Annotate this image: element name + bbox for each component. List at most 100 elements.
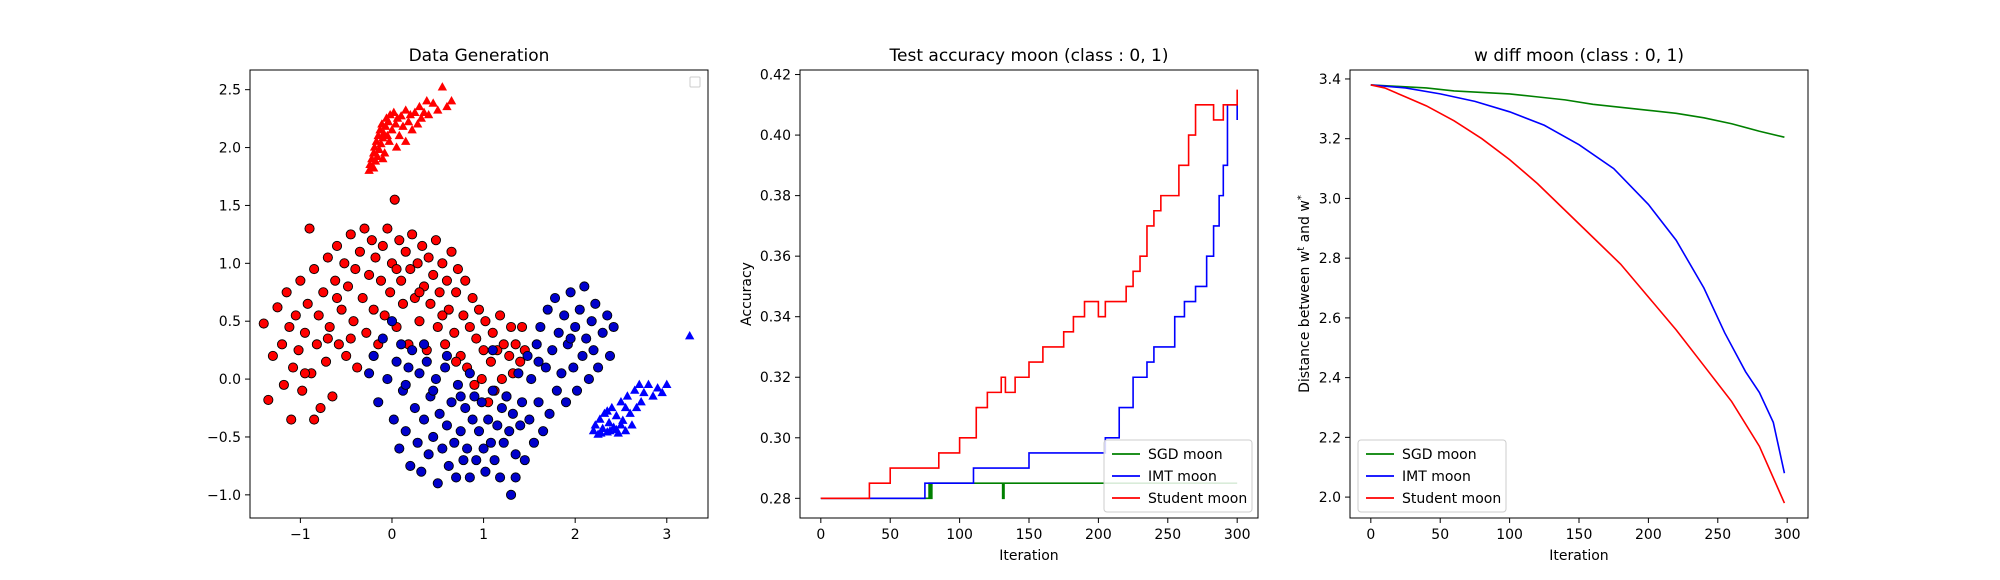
x-tick-label: 0 bbox=[388, 527, 397, 543]
panel-data-generation: Data Generation −1 0 1 2 3 −1.0 −0.5 0.0 0.5 1.0 1… bbox=[207, 46, 709, 543]
red-circle-point bbox=[309, 264, 320, 275]
red-triangle-point bbox=[428, 98, 438, 107]
red-circle-point bbox=[434, 287, 445, 298]
red-circle-point bbox=[400, 246, 411, 257]
x-axis-label: Iteration bbox=[999, 548, 1058, 564]
blue-circle-point bbox=[604, 350, 616, 361]
red-circle-point bbox=[339, 258, 350, 269]
scatter-points bbox=[258, 82, 695, 500]
blue_triangle-triangle-point bbox=[648, 391, 658, 400]
blue_triangle-triangle-point bbox=[636, 397, 646, 406]
x-tick-label: 300 bbox=[1224, 527, 1251, 543]
red-triangle-point bbox=[410, 107, 420, 116]
red-circle-point bbox=[322, 252, 333, 263]
blue-circle-point bbox=[416, 466, 427, 477]
red-triangle-point bbox=[398, 121, 408, 130]
series-line-imt-moon bbox=[1370, 84, 1786, 474]
blue-circle-point bbox=[565, 333, 576, 344]
blue-circle-point bbox=[373, 397, 384, 408]
red-circle-point bbox=[495, 310, 506, 321]
red-triangle-point bbox=[379, 148, 390, 157]
x-tick-label: 50 bbox=[1431, 527, 1449, 543]
red-circle-point bbox=[327, 391, 338, 402]
red-circle-point bbox=[330, 275, 341, 286]
red-circle-point bbox=[440, 339, 451, 350]
red-triangle-point bbox=[371, 136, 382, 145]
red-triangle-point bbox=[383, 116, 393, 126]
blue-circle-point bbox=[507, 408, 518, 419]
red-circle-point bbox=[299, 368, 311, 379]
axis-ticks: 0 50 100 150 200 250 300 2.0 2.2 2.4 2.6 2.8 3.0 3.2 3… bbox=[1319, 72, 1801, 543]
legend-label: Student moon bbox=[1148, 491, 1247, 507]
axes-frame bbox=[1349, 69, 1809, 519]
axis-ticks: −1 0 1 2 3 −1.0 −0.5 0.0 0.5 1.0 1.5 2.0 2.5 bbox=[207, 83, 671, 543]
red-triangle-point bbox=[419, 107, 429, 116]
blue-circle-point bbox=[485, 437, 496, 448]
blue-circle-point bbox=[597, 327, 608, 338]
line-series bbox=[820, 89, 1238, 500]
x-tick-label: 100 bbox=[1496, 527, 1523, 543]
red-circle-point bbox=[441, 275, 452, 286]
red-circle-point bbox=[473, 304, 485, 315]
blue-circle-point bbox=[480, 466, 491, 477]
y-tick-label: 0.0 bbox=[219, 372, 241, 388]
chart-title: Data Generation bbox=[409, 46, 550, 66]
red-circle-point bbox=[288, 362, 299, 373]
red-circle-point bbox=[515, 356, 526, 367]
red-circle-point bbox=[405, 264, 416, 275]
red-triangle-point bbox=[433, 105, 443, 114]
y-tick-label: −1.0 bbox=[207, 488, 241, 504]
red-circle-point bbox=[357, 293, 368, 304]
red-circle-point bbox=[333, 339, 344, 350]
blue-circle-point bbox=[492, 420, 503, 431]
y-tick-label: 0.42 bbox=[760, 68, 791, 84]
blue_triangle-triangle-point bbox=[616, 397, 626, 406]
blue_triangle-triangle-point bbox=[652, 383, 663, 392]
blue_triangle-triangle-point bbox=[607, 402, 617, 412]
blue-circle-point bbox=[498, 437, 509, 448]
red-circle-point bbox=[364, 269, 375, 280]
red-circle-point bbox=[485, 356, 496, 367]
x-tick-label: 250 bbox=[1704, 527, 1731, 543]
blue-circle-point bbox=[489, 455, 500, 466]
blue_triangle-triangle-point bbox=[605, 425, 615, 435]
red-triangle-point bbox=[414, 101, 425, 111]
red-triangle-point bbox=[387, 124, 397, 134]
red-circle-point bbox=[281, 287, 292, 298]
y-tick-label: 2.4 bbox=[1319, 371, 1341, 387]
red-circle-point bbox=[320, 356, 332, 367]
blue-circle-point bbox=[571, 385, 583, 396]
blue-circle-point bbox=[462, 443, 473, 454]
red-circle-point bbox=[417, 240, 428, 252]
red-triangle-point bbox=[401, 136, 411, 145]
blue_triangle-triangle-point bbox=[657, 387, 667, 397]
blue-circle-point bbox=[501, 391, 512, 402]
blue-circle-point bbox=[437, 443, 448, 454]
blue-circle-point bbox=[515, 420, 526, 431]
red-circle-point bbox=[331, 240, 343, 252]
blue_triangle-triangle-point bbox=[634, 379, 644, 388]
x-tick-label: 50 bbox=[881, 527, 899, 543]
red-circle-point bbox=[304, 223, 315, 234]
red-circle-point bbox=[396, 275, 407, 286]
blue-circle-point bbox=[487, 345, 498, 356]
y-tick-label: 2.5 bbox=[219, 83, 241, 99]
blue-circle-point bbox=[377, 333, 388, 344]
blue-circle-point bbox=[496, 402, 507, 414]
red-circle-point bbox=[315, 402, 326, 414]
y-tick-label: 0.38 bbox=[760, 189, 791, 205]
blue-circle-point bbox=[588, 345, 599, 356]
red-circle-point bbox=[467, 293, 478, 304]
red-circle-point bbox=[414, 316, 425, 327]
red-circle-point bbox=[451, 356, 462, 367]
red-triangle-point bbox=[422, 96, 432, 105]
blue-circle-point bbox=[400, 426, 411, 437]
red-circle-point bbox=[366, 235, 377, 246]
blue-circle-point bbox=[418, 414, 430, 425]
legend: SGD moon IMT moon Student moon bbox=[1103, 439, 1253, 513]
y-tick-label: 2.0 bbox=[1319, 490, 1341, 506]
y-tick-label: 0.34 bbox=[760, 310, 791, 326]
blue_triangle-triangle-point bbox=[616, 420, 626, 429]
x-tick-label: 200 bbox=[1635, 527, 1662, 543]
blue-circle-point bbox=[443, 460, 454, 471]
